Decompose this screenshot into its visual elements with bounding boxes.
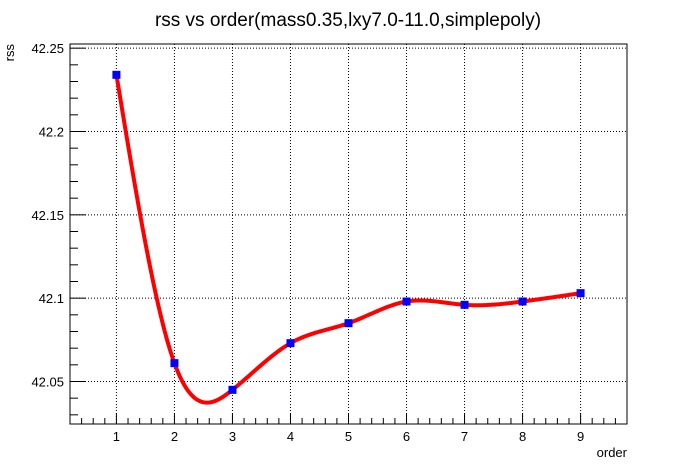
data-points: [112, 70, 585, 394]
data-point-marker: [402, 297, 411, 306]
y-axis-label: rss: [2, 44, 17, 62]
x-tick-label: 4: [287, 429, 294, 444]
y-tick-label: 42.1: [39, 291, 64, 306]
data-point-marker: [460, 300, 469, 309]
x-tick-label: 2: [171, 429, 178, 444]
x-tick-label: 6: [403, 429, 410, 444]
axis-ticks: [69, 47, 628, 424]
y-tick-label: 42.25: [31, 41, 64, 56]
data-point-marker: [228, 385, 237, 394]
chart-title: rss vs order(mass0.35,lxy7.0-11.0,simple…: [155, 10, 541, 31]
data-point-marker: [112, 70, 121, 79]
data-point-marker: [286, 339, 295, 348]
x-tick-label: 3: [229, 429, 236, 444]
x-tick-label: 8: [519, 429, 526, 444]
x-axis-label: order: [597, 445, 628, 460]
tick-labels: 1 2 3 4 5 6 7 8 9 42.05 42.1 42.15 42.2 42.25: [31, 41, 584, 444]
x-tick-label: 7: [461, 429, 468, 444]
data-point-marker: [576, 289, 585, 298]
y-tick-label: 42.15: [31, 208, 64, 223]
y-tick-label: 42.2: [39, 125, 64, 140]
grid: [70, 44, 627, 424]
x-tick-label: 5: [345, 429, 352, 444]
x-tick-label: 1: [113, 429, 120, 444]
data-point-marker: [518, 297, 527, 306]
data-point-marker: [344, 319, 353, 328]
data-point-marker: [170, 359, 179, 368]
x-tick-label: 9: [577, 429, 584, 444]
y-tick-label: 42.05: [31, 375, 64, 390]
